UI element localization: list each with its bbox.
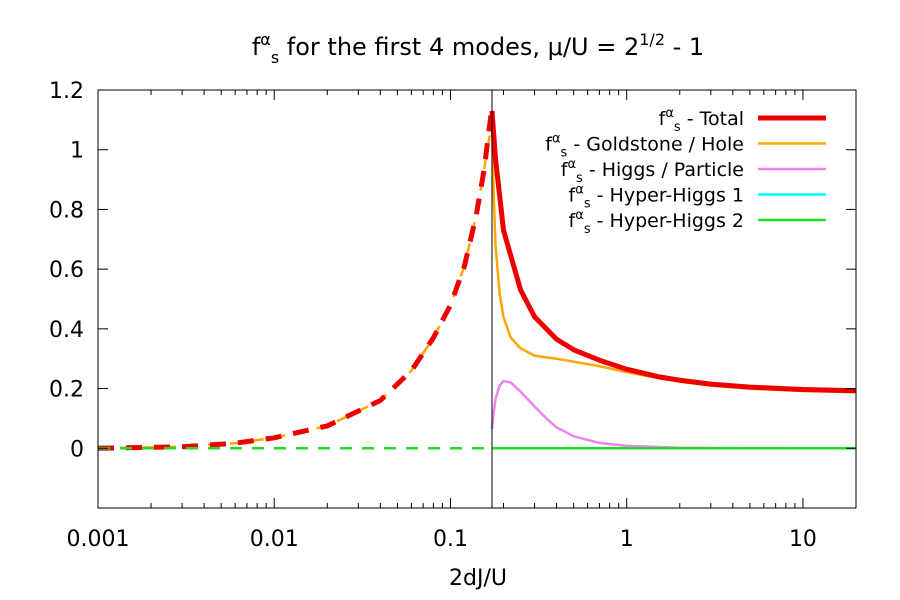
title-prefix: f <box>252 33 261 61</box>
legend-prefix-2: f <box>561 159 569 181</box>
legend-text-4: - Hyper-Higgs 2 <box>591 210 744 232</box>
y-tick-label-0: 0 <box>70 437 84 462</box>
x-tick-label-0: 0.001 <box>67 527 130 552</box>
y-tick-label-2: 0.4 <box>49 318 84 343</box>
legend-sub-0: s <box>674 120 681 135</box>
x-axis-label: 2dJ/U <box>449 566 507 591</box>
series-layer <box>98 110 856 451</box>
title-middle: for the first 4 modes, μ/U = 2 <box>279 33 639 61</box>
y-tick-label-4: 0.8 <box>49 198 84 223</box>
x-tick-label-1: 0.01 <box>250 527 299 552</box>
y-tick-label-6: 1.2 <box>49 79 84 104</box>
title-suffix: - 1 <box>665 33 704 61</box>
legend-label-4: fαs - Hyper-Higgs 2 <box>569 208 744 237</box>
tick-layer: 0.001 0.01 0.1 1 10 0 0.2 0.4 0.6 0.8 1 1.2 <box>49 79 857 552</box>
legend-label-2: fαs - Higgs / Particle <box>561 157 744 186</box>
legend-text-0: - Total <box>681 108 744 130</box>
legend-label-1: fαs - Goldstone / Hole <box>545 132 744 161</box>
chart-title: fαs for the first 4 modes, μ/U = 21/2 - … <box>252 30 704 67</box>
x-tick-label-4: 10 <box>789 527 817 552</box>
y-tick-label-5: 1 <box>70 139 84 164</box>
x-tick-label-3: 1 <box>620 527 634 552</box>
legend-sup-2: α <box>567 157 576 172</box>
legend-prefix-0: f <box>659 108 667 130</box>
legend-prefix-3: f <box>569 185 577 207</box>
x-tick-label-2: 0.1 <box>433 527 468 552</box>
legend-label-3: fαs - Hyper-Higgs 1 <box>569 183 744 212</box>
legend-sup-4: α <box>575 208 584 223</box>
legend-prefix-4: f <box>569 210 577 232</box>
title-prefix-sup: α <box>260 30 271 49</box>
legend-sup-3: α <box>575 183 584 198</box>
legend-sub-1: s <box>561 146 568 161</box>
legend-sub-3: s <box>584 197 591 212</box>
series-line-0 <box>489 110 856 394</box>
legend-sub-4: s <box>584 222 591 237</box>
legend-text-1: - Goldstone / Hole <box>567 134 744 156</box>
title-prefix-sub: s <box>271 48 279 67</box>
legend-sup-1: α <box>552 132 561 147</box>
series-line-dashed-0 <box>98 113 494 451</box>
legend-text-3: - Hyper-Higgs 1 <box>591 185 744 207</box>
series-line-2 <box>490 379 856 450</box>
y-tick-label-3: 0.6 <box>49 258 84 283</box>
y-tick-label-1: 0.2 <box>49 378 84 403</box>
legend-sub-2: s <box>576 171 583 186</box>
plot-frame <box>97 89 857 509</box>
legend-text-2: - Higgs / Particle <box>583 159 744 181</box>
legend-sup-0: α <box>665 106 674 121</box>
series-line-dashed-1 <box>98 128 493 450</box>
legend-label-0: fαs - Total <box>659 106 744 135</box>
title-exp: 1/2 <box>639 30 665 49</box>
legend-prefix-1: f <box>545 134 553 156</box>
